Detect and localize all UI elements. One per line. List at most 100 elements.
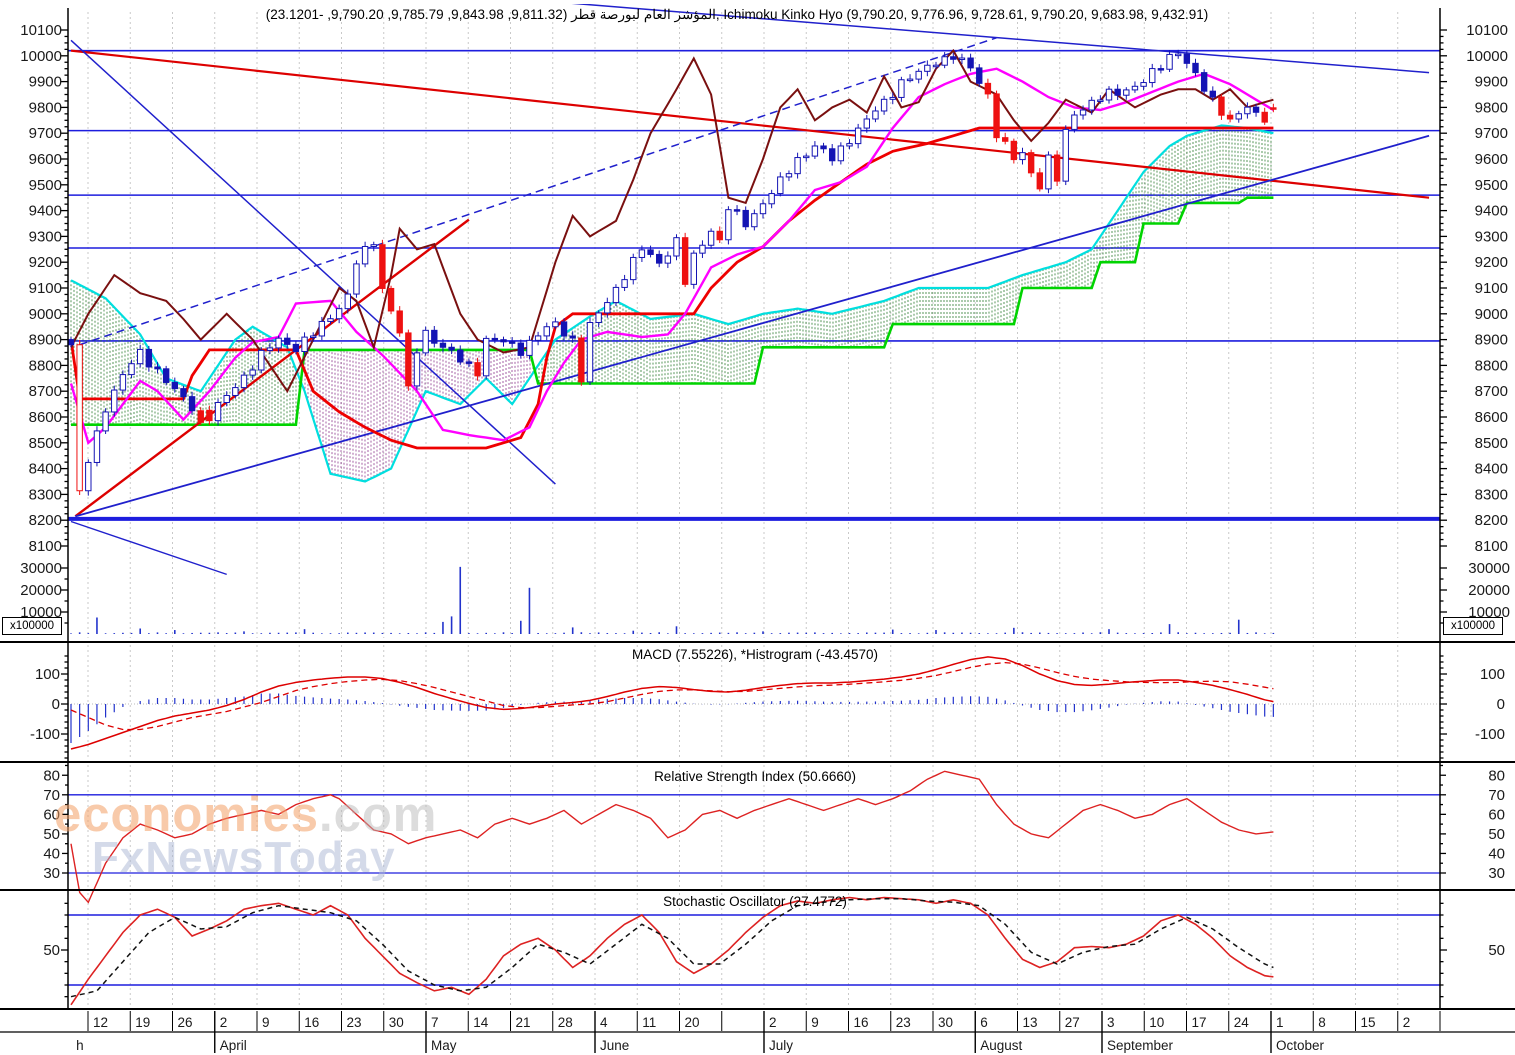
svg-text:May: May xyxy=(431,1038,457,1053)
svg-text:6: 6 xyxy=(980,1015,988,1030)
svg-text:10000: 10000 xyxy=(1466,48,1508,65)
watermark: economies.com FxNewsToday xyxy=(54,791,437,883)
watermark-tagline: FxNewsToday xyxy=(92,833,396,883)
svg-text:9500: 9500 xyxy=(29,177,62,194)
svg-text:40: 40 xyxy=(1488,845,1505,862)
svg-text:14: 14 xyxy=(473,1015,489,1030)
svg-text:9300: 9300 xyxy=(1475,228,1508,245)
svg-text:October: October xyxy=(1276,1038,1325,1053)
svg-text:8300: 8300 xyxy=(29,486,62,503)
volume-multiplier-left: x100000 xyxy=(2,617,62,635)
svg-text:9400: 9400 xyxy=(29,203,62,220)
svg-text:September: September xyxy=(1107,1038,1174,1053)
svg-text:9700: 9700 xyxy=(1475,125,1508,142)
svg-text:10100: 10100 xyxy=(20,22,62,39)
svg-text:24: 24 xyxy=(1234,1015,1250,1030)
svg-text:23: 23 xyxy=(347,1015,362,1030)
svg-text:-100: -100 xyxy=(30,726,60,743)
svg-text:9900: 9900 xyxy=(1475,74,1508,91)
svg-text:60: 60 xyxy=(1488,806,1505,823)
volume-multiplier-right: x100000 xyxy=(1443,617,1503,635)
svg-text:8400: 8400 xyxy=(1475,461,1508,478)
svg-text:4: 4 xyxy=(600,1015,608,1030)
svg-text:26: 26 xyxy=(178,1015,193,1030)
svg-text:20: 20 xyxy=(685,1015,700,1030)
svg-text:2: 2 xyxy=(769,1015,777,1030)
svg-text:9900: 9900 xyxy=(29,74,62,91)
svg-text:8800: 8800 xyxy=(1475,357,1508,374)
svg-text:August: August xyxy=(980,1038,1022,1053)
svg-text:8500: 8500 xyxy=(29,435,62,452)
svg-text:13: 13 xyxy=(1023,1015,1038,1030)
watermark-brand: economies xyxy=(54,788,319,842)
svg-text:8600: 8600 xyxy=(29,409,62,426)
svg-text:h: h xyxy=(76,1038,84,1053)
svg-text:1: 1 xyxy=(1276,1015,1284,1030)
svg-text:50: 50 xyxy=(43,942,60,959)
svg-text:70: 70 xyxy=(1488,787,1505,804)
svg-text:80: 80 xyxy=(1488,767,1505,784)
svg-text:0: 0 xyxy=(52,696,60,713)
rsi-panel-title: Relative Strength Index (50.6660) xyxy=(654,769,856,784)
svg-text:8700: 8700 xyxy=(29,383,62,400)
svg-text:50: 50 xyxy=(1488,942,1505,959)
svg-text:23: 23 xyxy=(896,1015,911,1030)
svg-text:16: 16 xyxy=(854,1015,869,1030)
stoch-panel-title: Stochastic Oscillator (27.4772) xyxy=(663,894,847,909)
svg-text:8700: 8700 xyxy=(1475,383,1508,400)
svg-text:19: 19 xyxy=(135,1015,150,1030)
svg-text:27: 27 xyxy=(1065,1015,1080,1030)
svg-text:2: 2 xyxy=(1403,1015,1411,1030)
svg-text:10000: 10000 xyxy=(20,48,62,65)
svg-text:8100: 8100 xyxy=(1475,538,1508,555)
svg-text:10: 10 xyxy=(1149,1015,1164,1030)
svg-text:100: 100 xyxy=(1480,666,1505,683)
svg-text:8100: 8100 xyxy=(29,538,62,555)
svg-text:30000: 30000 xyxy=(1468,560,1510,577)
watermark-suffix: .com xyxy=(318,788,438,842)
svg-text:8500: 8500 xyxy=(1475,435,1508,452)
svg-text:10000: 10000 xyxy=(20,604,62,621)
svg-text:12: 12 xyxy=(93,1015,108,1030)
svg-text:20000: 20000 xyxy=(1468,582,1510,599)
svg-text:30: 30 xyxy=(1488,865,1505,882)
svg-text:8800: 8800 xyxy=(29,357,62,374)
svg-text:15: 15 xyxy=(1361,1015,1376,1030)
svg-text:8900: 8900 xyxy=(29,332,62,349)
svg-text:9000: 9000 xyxy=(1475,306,1508,323)
svg-text:0: 0 xyxy=(1497,696,1505,713)
svg-text:9300: 9300 xyxy=(29,228,62,245)
svg-text:9000: 9000 xyxy=(29,306,62,323)
svg-text:40: 40 xyxy=(43,845,60,862)
svg-text:8200: 8200 xyxy=(1475,512,1508,529)
svg-text:8600: 8600 xyxy=(1475,409,1508,426)
svg-text:April: April xyxy=(220,1038,247,1053)
svg-text:60: 60 xyxy=(43,806,60,823)
svg-text:8: 8 xyxy=(1318,1015,1326,1030)
svg-text:9200: 9200 xyxy=(29,254,62,271)
chart-title: المؤشر العام لبورصة قطر (9,811.32, 9,843… xyxy=(265,7,1209,22)
svg-text:30: 30 xyxy=(938,1015,953,1030)
svg-text:10000: 10000 xyxy=(1468,604,1510,621)
svg-text:9: 9 xyxy=(262,1015,270,1030)
svg-text:7: 7 xyxy=(431,1015,439,1030)
svg-text:June: June xyxy=(600,1038,629,1053)
svg-text:8900: 8900 xyxy=(1475,332,1508,349)
svg-text:8200: 8200 xyxy=(29,512,62,529)
svg-text:16: 16 xyxy=(304,1015,319,1030)
svg-text:9400: 9400 xyxy=(1475,203,1508,220)
macd-panel-title: MACD (7.55226), *Histrogram (-43.4570) xyxy=(631,647,879,662)
svg-text:July: July xyxy=(769,1038,793,1053)
svg-text:28: 28 xyxy=(558,1015,573,1030)
svg-text:9: 9 xyxy=(811,1015,819,1030)
svg-text:10100: 10100 xyxy=(1466,22,1508,39)
svg-text:30: 30 xyxy=(43,865,60,882)
svg-text:8400: 8400 xyxy=(29,461,62,478)
svg-text:70: 70 xyxy=(43,787,60,804)
svg-text:9500: 9500 xyxy=(1475,177,1508,194)
svg-text:9100: 9100 xyxy=(1475,280,1508,297)
svg-text:9100: 9100 xyxy=(29,280,62,297)
svg-text:17: 17 xyxy=(1192,1015,1207,1030)
